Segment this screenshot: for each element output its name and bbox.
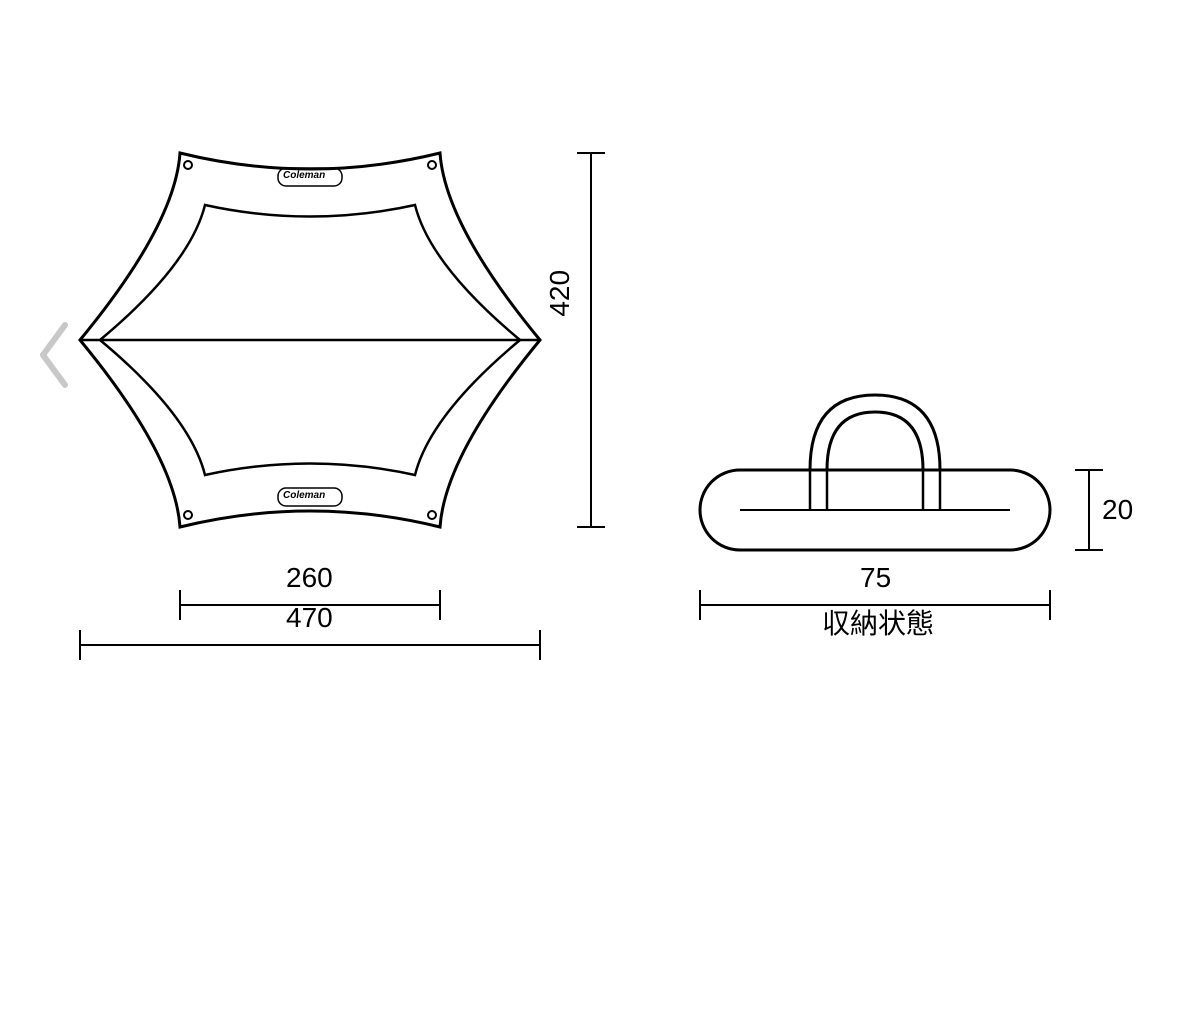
- brand-logo-top: Coleman: [283, 170, 325, 181]
- tarp-height-dimension: [577, 153, 605, 527]
- tarp-inner-width-label: 260: [286, 562, 333, 594]
- bag-width-label: 75: [860, 562, 891, 594]
- dimension-diagram: [0, 0, 1200, 1030]
- bag-shape: [700, 395, 1050, 550]
- bag-height-label: 20: [1102, 494, 1133, 526]
- tarp-outer-width-dimension: [80, 630, 540, 660]
- tarp-height-label: 420: [544, 270, 576, 317]
- tarp-shape: [80, 153, 540, 527]
- tarp-outer-width-label: 470: [286, 602, 333, 634]
- bag-height-dimension: [1075, 470, 1103, 550]
- brand-logo-bottom: Coleman: [283, 490, 325, 501]
- bag-caption: 収納状態: [822, 602, 934, 642]
